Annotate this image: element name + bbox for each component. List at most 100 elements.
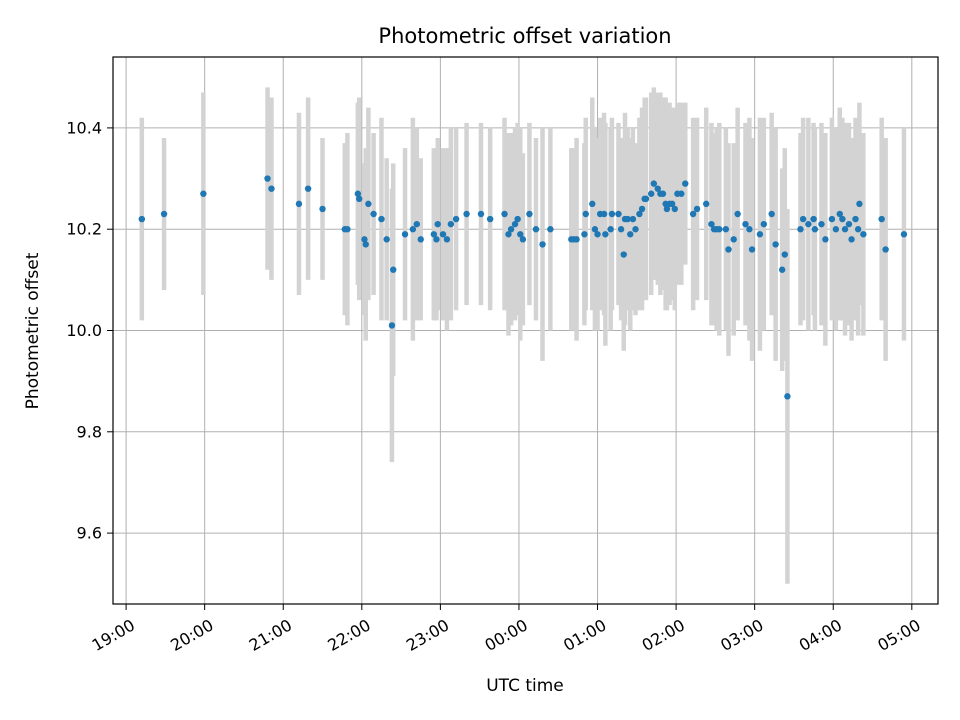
data-point <box>650 180 658 187</box>
x-tick-label: 03:00 <box>717 615 766 655</box>
data-point <box>617 226 625 233</box>
data-point <box>434 220 441 228</box>
data-point <box>607 226 614 233</box>
data-point <box>620 251 627 258</box>
data-point <box>689 210 697 218</box>
data-point <box>608 210 616 218</box>
data-point <box>390 266 397 273</box>
y-axis-label: Photometric offset <box>23 252 43 409</box>
data-point <box>760 220 768 228</box>
data-point <box>602 231 609 238</box>
data-point <box>526 210 533 218</box>
data-point <box>860 231 867 238</box>
data-point <box>344 226 351 233</box>
data-point <box>682 180 689 187</box>
error-bars <box>139 87 907 584</box>
data-point <box>600 210 608 218</box>
data-point <box>378 215 385 223</box>
data-point <box>822 236 829 243</box>
data-point <box>832 226 840 233</box>
data-point <box>383 236 390 243</box>
data-point <box>304 185 312 192</box>
x-tick-label: 23:00 <box>403 615 452 655</box>
data-point <box>828 215 836 223</box>
data-point <box>648 190 655 197</box>
data-point <box>447 220 455 228</box>
data-point <box>160 210 168 218</box>
x-tick-label: 22:00 <box>324 615 373 655</box>
data-point <box>784 393 791 400</box>
data-point <box>678 190 685 197</box>
y-tick-label: 10.4 <box>66 118 102 137</box>
data-point <box>486 215 494 223</box>
data-point <box>295 200 303 208</box>
data-point <box>505 231 512 238</box>
data-point <box>632 226 639 233</box>
x-axis-label: UTC time <box>486 676 564 696</box>
data-point <box>663 205 671 213</box>
data-point <box>878 215 885 223</box>
data-point <box>805 220 812 228</box>
data-point <box>532 226 540 233</box>
x-tick-label: 04:00 <box>796 615 845 655</box>
data-point <box>722 226 730 233</box>
data-point <box>856 200 863 208</box>
data-point <box>900 231 908 238</box>
data-point <box>627 231 634 238</box>
data-point <box>654 185 661 192</box>
data-point <box>573 236 580 243</box>
data-point <box>818 220 825 228</box>
data-point <box>268 185 275 192</box>
data-point <box>582 210 589 218</box>
data-point <box>430 231 438 238</box>
data-point <box>594 231 601 238</box>
data-point <box>854 226 862 233</box>
data-point <box>756 231 764 238</box>
data-point <box>417 236 424 243</box>
x-axis: 19:00 20:00 21:00 22:00 23:00 00:00 01:00 02:00… <box>89 604 924 655</box>
data-point <box>772 241 779 248</box>
data-point <box>388 322 396 329</box>
data-point <box>768 210 775 218</box>
data-point <box>659 190 667 197</box>
y-axis: 9.6 9.8 10.0 10.2 10.4 <box>66 118 113 543</box>
x-tick-label: 00:00 <box>482 615 531 655</box>
data-point <box>778 266 786 273</box>
data-point <box>362 241 369 248</box>
data-point <box>708 220 715 228</box>
data-point <box>746 226 753 233</box>
data-point <box>477 210 485 218</box>
y-tick-label: 9.6 <box>77 524 102 543</box>
data-point <box>693 205 701 213</box>
data-point <box>433 236 440 243</box>
data-point <box>799 215 807 223</box>
data-point <box>638 205 646 213</box>
data-point <box>742 220 749 228</box>
data-point <box>636 210 643 218</box>
data-point <box>517 231 524 238</box>
x-tick-label: 21:00 <box>246 615 295 655</box>
x-tick-label: 01:00 <box>560 615 609 655</box>
data-point <box>463 210 470 218</box>
data-point <box>629 215 637 223</box>
data-point <box>452 215 460 223</box>
data-point <box>841 226 849 233</box>
data-point <box>355 195 363 203</box>
data-point <box>797 226 804 233</box>
data-point <box>361 236 368 243</box>
data-point <box>642 195 650 203</box>
data-point <box>810 215 817 223</box>
data-point <box>852 215 859 223</box>
data-point <box>748 246 756 253</box>
data-point <box>848 236 855 243</box>
data-point <box>519 236 527 243</box>
data-point <box>370 210 377 218</box>
data-point <box>511 220 519 228</box>
data-point <box>443 236 451 243</box>
y-tick-label: 10.0 <box>66 321 102 340</box>
data-point <box>811 226 819 233</box>
data-point <box>409 226 417 233</box>
y-tick-label: 10.2 <box>66 220 102 239</box>
data-point <box>624 215 631 223</box>
